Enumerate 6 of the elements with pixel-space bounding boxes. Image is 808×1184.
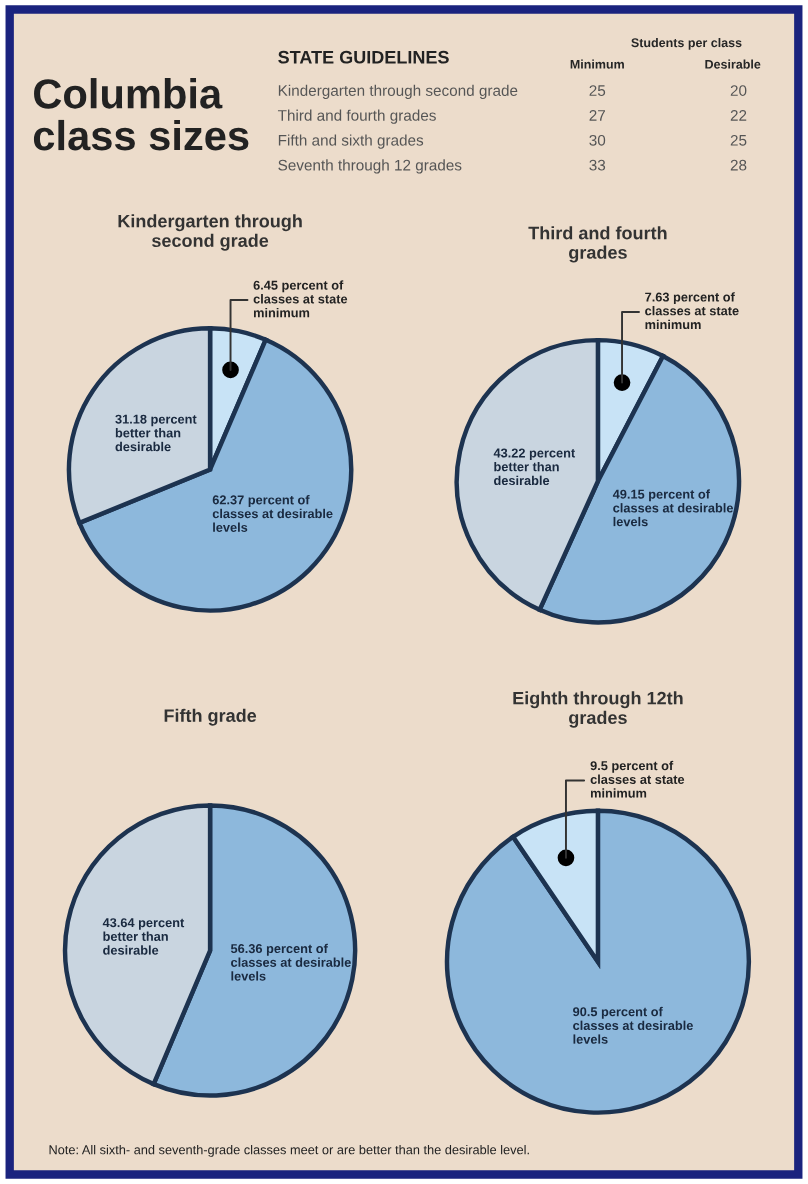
- text: Columbia class sizes: [33, 78, 249, 151]
- chart-title: Fifth grade: [164, 708, 257, 726]
- chart-title: Third and fourth grades: [528, 226, 667, 263]
- chart-title: Eighth through 12th grades: [513, 691, 683, 728]
- chart-title: Kindergarten through second grade: [118, 214, 302, 251]
- text: STATE GUIDELINES: [278, 50, 449, 64]
